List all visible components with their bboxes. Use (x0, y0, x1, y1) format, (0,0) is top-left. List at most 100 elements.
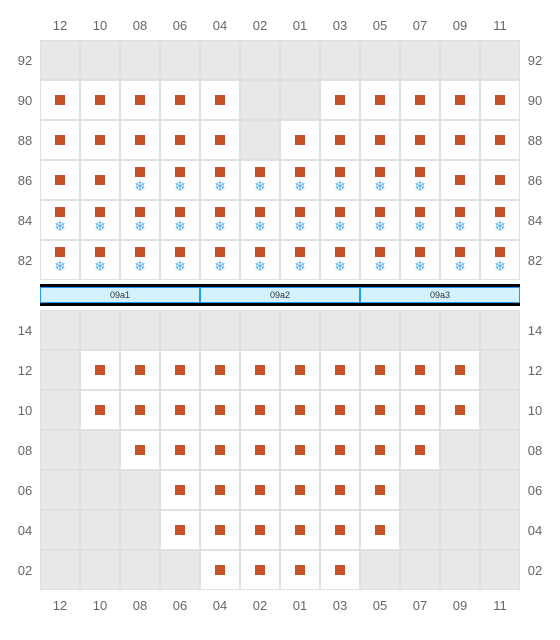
seat[interactable] (240, 510, 280, 550)
seat[interactable] (400, 80, 440, 120)
seat[interactable]: ❄ (400, 160, 440, 200)
seat[interactable] (40, 80, 80, 120)
seat[interactable]: ❄ (320, 240, 360, 280)
seat[interactable] (360, 510, 400, 550)
seat[interactable] (320, 350, 360, 390)
seat[interactable] (120, 390, 160, 430)
seat[interactable] (200, 550, 240, 590)
seat[interactable]: ❄ (400, 200, 440, 240)
seat[interactable] (440, 350, 480, 390)
seat[interactable] (80, 390, 120, 430)
seat[interactable] (120, 350, 160, 390)
seat[interactable] (160, 430, 200, 470)
seat[interactable] (360, 470, 400, 510)
seat[interactable] (240, 550, 280, 590)
seat[interactable]: ❄ (360, 160, 400, 200)
seat[interactable] (440, 160, 480, 200)
seat[interactable] (360, 390, 400, 430)
seat[interactable]: ❄ (360, 200, 400, 240)
seat[interactable] (360, 430, 400, 470)
seat[interactable]: ❄ (160, 200, 200, 240)
seat[interactable] (400, 430, 440, 470)
seat[interactable] (440, 120, 480, 160)
seat[interactable] (160, 80, 200, 120)
seat[interactable] (320, 550, 360, 590)
seat[interactable] (120, 120, 160, 160)
seat[interactable] (120, 430, 160, 470)
seat[interactable] (280, 550, 320, 590)
seat[interactable] (400, 390, 440, 430)
seat[interactable] (360, 350, 400, 390)
seat[interactable]: ❄ (360, 240, 400, 280)
seat[interactable] (320, 430, 360, 470)
seat[interactable] (280, 510, 320, 550)
seat[interactable]: ❄ (200, 200, 240, 240)
seat[interactable] (320, 510, 360, 550)
seat[interactable]: ❄ (320, 160, 360, 200)
seat[interactable] (160, 510, 200, 550)
seat[interactable] (320, 470, 360, 510)
seat[interactable] (440, 80, 480, 120)
seat[interactable] (320, 390, 360, 430)
seat[interactable]: ❄ (200, 160, 240, 200)
seat[interactable]: ❄ (240, 240, 280, 280)
seat[interactable] (480, 80, 520, 120)
seat[interactable] (280, 390, 320, 430)
seat[interactable]: ❄ (480, 200, 520, 240)
seat[interactable] (400, 350, 440, 390)
seat[interactable] (360, 80, 400, 120)
seat[interactable] (160, 350, 200, 390)
seat[interactable]: ❄ (120, 200, 160, 240)
seat[interactable] (280, 470, 320, 510)
seat[interactable]: ❄ (400, 240, 440, 280)
seat[interactable]: ❄ (120, 240, 160, 280)
seat[interactable] (120, 80, 160, 120)
seat[interactable] (200, 120, 240, 160)
seat[interactable]: ❄ (440, 240, 480, 280)
seat[interactable] (200, 470, 240, 510)
seat[interactable]: ❄ (480, 240, 520, 280)
seat[interactable] (480, 160, 520, 200)
seat[interactable] (80, 120, 120, 160)
seat[interactable]: ❄ (160, 160, 200, 200)
seat[interactable] (480, 120, 520, 160)
seat[interactable] (280, 120, 320, 160)
seat[interactable]: ❄ (440, 200, 480, 240)
seat[interactable] (280, 350, 320, 390)
seat[interactable] (240, 470, 280, 510)
seat[interactable]: ❄ (160, 240, 200, 280)
seat[interactable] (320, 120, 360, 160)
seat[interactable]: ❄ (240, 160, 280, 200)
seat[interactable] (40, 120, 80, 160)
seat[interactable] (440, 390, 480, 430)
seat[interactable] (160, 390, 200, 430)
seat[interactable]: ❄ (280, 240, 320, 280)
seat[interactable]: ❄ (80, 200, 120, 240)
seat[interactable]: ❄ (240, 200, 280, 240)
seat[interactable] (320, 80, 360, 120)
seat[interactable]: ❄ (80, 240, 120, 280)
seat[interactable] (360, 120, 400, 160)
seat[interactable] (400, 120, 440, 160)
seat[interactable]: ❄ (120, 160, 160, 200)
seat[interactable] (240, 350, 280, 390)
seat[interactable] (80, 160, 120, 200)
seat[interactable]: ❄ (280, 160, 320, 200)
seat[interactable] (160, 470, 200, 510)
seat[interactable]: ❄ (40, 200, 80, 240)
seat[interactable] (200, 510, 240, 550)
seat[interactable] (40, 160, 80, 200)
seat[interactable]: ❄ (200, 240, 240, 280)
seat[interactable] (80, 350, 120, 390)
seat[interactable] (200, 390, 240, 430)
seat[interactable] (240, 390, 280, 430)
seat[interactable] (280, 430, 320, 470)
seat[interactable]: ❄ (40, 240, 80, 280)
seat[interactable] (80, 80, 120, 120)
seat[interactable] (200, 80, 240, 120)
seat[interactable]: ❄ (280, 200, 320, 240)
seat[interactable] (240, 430, 280, 470)
seat[interactable] (200, 430, 240, 470)
seat[interactable] (200, 350, 240, 390)
seat[interactable]: ❄ (320, 200, 360, 240)
